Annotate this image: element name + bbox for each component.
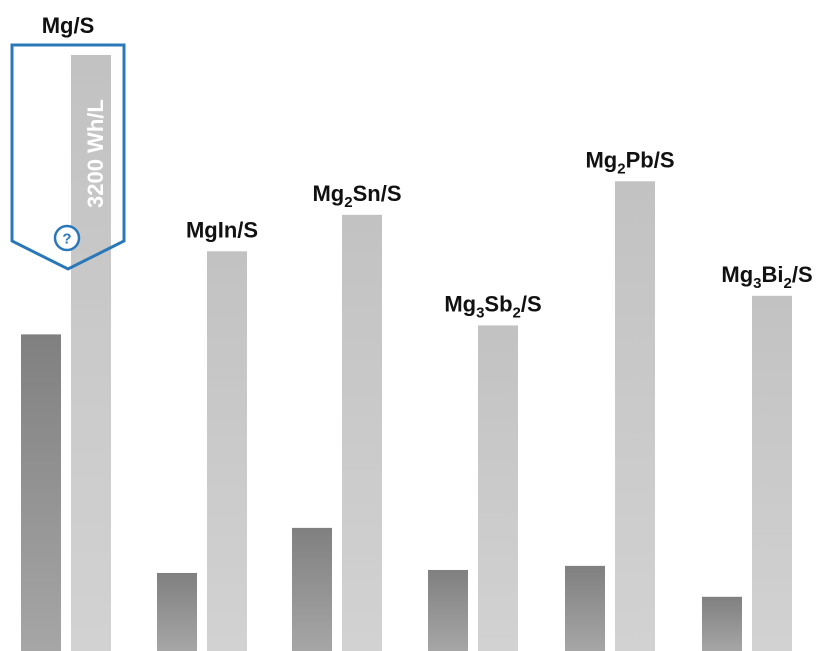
category-label-mg2pb: Mg2Pb/S xyxy=(585,147,674,177)
category-label-mgin: MgIn/S xyxy=(186,217,258,242)
callout-frame xyxy=(10,43,126,271)
volumetric-value-label: 3200 Wh/L xyxy=(83,99,108,208)
bar-mg3bi2-volumetric xyxy=(752,295,792,651)
category-label-mg3sb2: Mg3Sb2/S xyxy=(444,291,541,321)
question-mark-icon-circle xyxy=(53,224,81,252)
question-mark-icon: ? xyxy=(62,231,71,248)
bar-mg2pb-gravimetric xyxy=(565,565,605,651)
bar-mg2sn-gravimetric xyxy=(292,527,332,651)
gravimetric-value-label: 1700 Wh/kg xyxy=(29,91,54,212)
bar-mgs-volumetric xyxy=(71,55,111,651)
bar-mg2sn-volumetric xyxy=(342,214,382,651)
category-label-mg2sn: Mg2Sn/S xyxy=(312,181,401,211)
category-label-mg3bi2: Mg3Bi2/S xyxy=(721,262,812,292)
mg-s-callout: ? 1700 Wh/kg 3200 Wh/L xyxy=(10,43,126,271)
category-label-mgs: Mg/S xyxy=(42,13,95,38)
bar-mgin-volumetric xyxy=(207,251,247,651)
bar-mgs-gravimetric xyxy=(21,334,61,651)
category-labels-group: Mg/S MgIn/S Mg2Sn/S Mg3Sb2/S Mg2Pb/S Mg3Bi2/S xyxy=(42,13,813,321)
bar-mg3sb2-gravimetric xyxy=(428,569,468,651)
bars-group xyxy=(21,55,792,651)
bar-mg3bi2-gravimetric xyxy=(702,596,742,651)
bar-mg3sb2-volumetric xyxy=(478,325,518,651)
bar-mgin-gravimetric xyxy=(157,572,197,651)
bar-mg2pb-volumetric xyxy=(615,181,655,651)
